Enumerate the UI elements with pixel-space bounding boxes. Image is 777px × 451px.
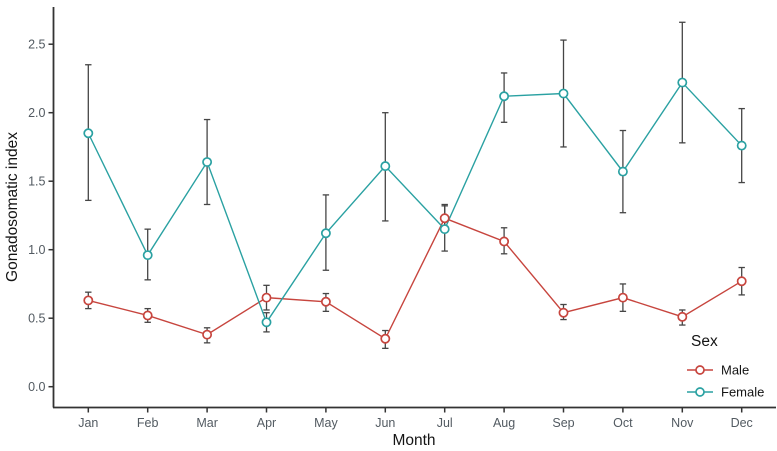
series-points-layer bbox=[83, 77, 747, 344]
legend-key-marker-male bbox=[695, 365, 705, 375]
data-point-male bbox=[499, 236, 510, 247]
series-lines-layer bbox=[87, 81, 743, 340]
data-point-male bbox=[261, 292, 272, 303]
data-point-male bbox=[558, 307, 569, 318]
y-tick-label: 2.5 bbox=[28, 38, 45, 52]
x-tick-label: Sep bbox=[552, 416, 574, 430]
data-point-female bbox=[261, 317, 272, 328]
data-point-male bbox=[83, 295, 94, 306]
data-point-female bbox=[142, 250, 153, 261]
data-point-male bbox=[736, 276, 747, 287]
data-point-female bbox=[677, 77, 688, 88]
y-tick-label: 0.0 bbox=[28, 380, 45, 394]
data-point-female bbox=[499, 91, 510, 102]
series-line-female bbox=[87, 81, 743, 324]
tick-labels-layer: 0.0 0.5 1.0 1.5 2.0 2.5 Jan Feb Mar Apr May Jun Jul A… bbox=[28, 38, 753, 430]
legend-key-marker-female bbox=[695, 387, 705, 397]
series-line-male bbox=[88, 217, 743, 340]
data-point-female bbox=[83, 128, 94, 139]
legend-label-female: Female bbox=[721, 385, 764, 400]
data-point-female bbox=[320, 228, 331, 239]
data-point-male bbox=[202, 329, 213, 340]
legend: Sex Male Female bbox=[687, 333, 764, 400]
data-point-male bbox=[320, 296, 331, 307]
data-point-male bbox=[677, 311, 688, 322]
x-tick-label: Jun bbox=[375, 416, 395, 430]
data-point-male bbox=[380, 333, 391, 344]
data-point-female bbox=[439, 224, 450, 235]
data-point-female bbox=[202, 157, 213, 167]
data-point-female bbox=[736, 140, 747, 151]
x-tick-label: May bbox=[314, 416, 338, 430]
data-point-male bbox=[142, 310, 153, 321]
y-tick-label: 2.0 bbox=[28, 106, 45, 120]
x-tick-label: Apr bbox=[257, 416, 276, 430]
x-tick-label: Dec bbox=[731, 416, 753, 430]
y-axis-title: Gonadosomatic index bbox=[4, 132, 21, 282]
axes-layer bbox=[48, 7, 776, 413]
y-tick-label: 1.0 bbox=[28, 243, 45, 257]
x-tick-label: Aug bbox=[493, 416, 515, 430]
x-tick-label: Jan bbox=[78, 416, 98, 430]
data-point-female bbox=[380, 161, 391, 172]
legend-symbols bbox=[687, 365, 713, 397]
error-bars-layer bbox=[85, 21, 745, 349]
x-axis-title: Month bbox=[392, 432, 435, 449]
legend-label-male: Male bbox=[721, 363, 749, 378]
legend-title: Sex bbox=[691, 333, 718, 350]
data-point-female bbox=[558, 88, 569, 99]
data-point-male bbox=[617, 292, 628, 303]
x-tick-label: Feb bbox=[137, 416, 159, 430]
data-point-female bbox=[617, 166, 628, 177]
x-tick-label: Oct bbox=[613, 416, 633, 430]
x-tick-label: Mar bbox=[196, 416, 218, 430]
x-tick-label: Nov bbox=[671, 416, 694, 430]
data-point-male bbox=[439, 213, 450, 224]
y-tick-label: 0.5 bbox=[28, 312, 45, 326]
y-tick-label: 1.5 bbox=[28, 175, 45, 189]
x-tick-label: Jul bbox=[437, 416, 453, 430]
